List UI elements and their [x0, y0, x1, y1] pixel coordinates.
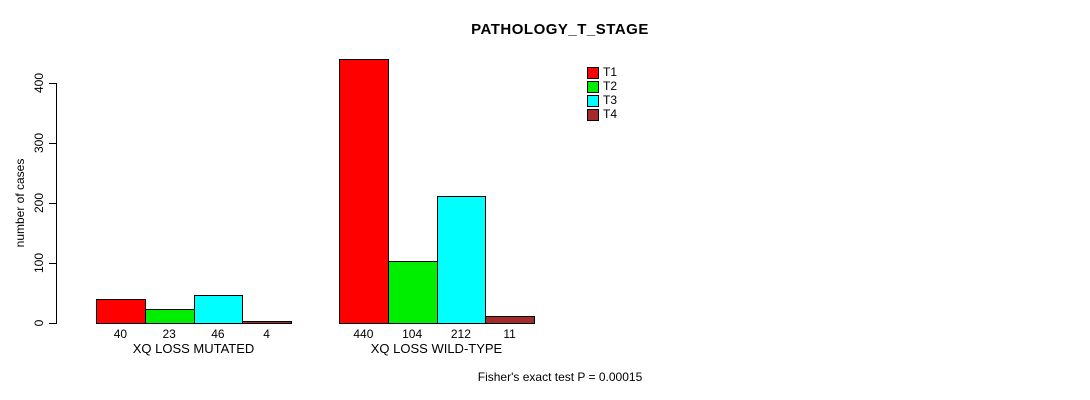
bar-value-label: 4 [263, 327, 270, 341]
bar-t1-mutated [96, 299, 146, 324]
x-category-label: XQ LOSS MUTATED [132, 341, 255, 356]
legend-item: T3 [587, 94, 617, 107]
y-axis-line [56, 83, 57, 324]
legend-item: T2 [587, 80, 617, 93]
y-axis-tick [49, 323, 56, 324]
bar-value-label: 212 [450, 327, 471, 341]
legend-item: T1 [587, 66, 617, 79]
legend-label: T2 [603, 79, 618, 93]
bar-value-label: 11 [503, 327, 516, 341]
y-axis-tick [49, 83, 56, 84]
legend-swatch-t3 [587, 94, 599, 107]
legend-label: T1 [603, 65, 618, 79]
legend-swatch-t1 [587, 66, 599, 79]
y-tick-label: 100 [32, 252, 46, 274]
bar-t2-mutated [144, 309, 195, 324]
y-axis-tick [49, 263, 56, 264]
bar-value-label: 440 [353, 327, 374, 341]
bar-t4-mutated [242, 321, 292, 324]
legend-swatch-t2 [587, 80, 599, 93]
y-axis-tick [49, 143, 56, 144]
legend-swatch-t4 [587, 108, 599, 121]
bar-value-label: 104 [402, 327, 423, 341]
footer-annotation: Fisher's exact test P = 0.00015 [477, 370, 643, 384]
chart-title: PATHOLOGY_T_STAGE [471, 21, 649, 38]
legend-item: T4 [587, 108, 617, 121]
bar-t1-wild-type [339, 59, 389, 324]
legend-label: T3 [603, 93, 618, 107]
y-tick-label: 200 [32, 192, 46, 214]
bar-t3-mutated [193, 295, 244, 324]
y-tick-label: 0 [32, 319, 46, 327]
y-axis-tick [49, 203, 56, 204]
x-category-label: XQ LOSS WILD-TYPE [370, 341, 503, 356]
bar-t2-wild-type [387, 261, 438, 324]
y-tick-label: 300 [32, 132, 46, 154]
bar-t4-wild-type [485, 316, 535, 324]
bar-value-label: 40 [113, 327, 128, 341]
bar-value-label: 46 [211, 327, 225, 341]
legend-label: T4 [603, 107, 618, 121]
bar-t3-wild-type [436, 196, 487, 324]
bar-value-label: 23 [162, 327, 176, 341]
legend: T1 T2 T3 T4 [587, 66, 617, 122]
y-tick-label: 400 [32, 72, 46, 94]
